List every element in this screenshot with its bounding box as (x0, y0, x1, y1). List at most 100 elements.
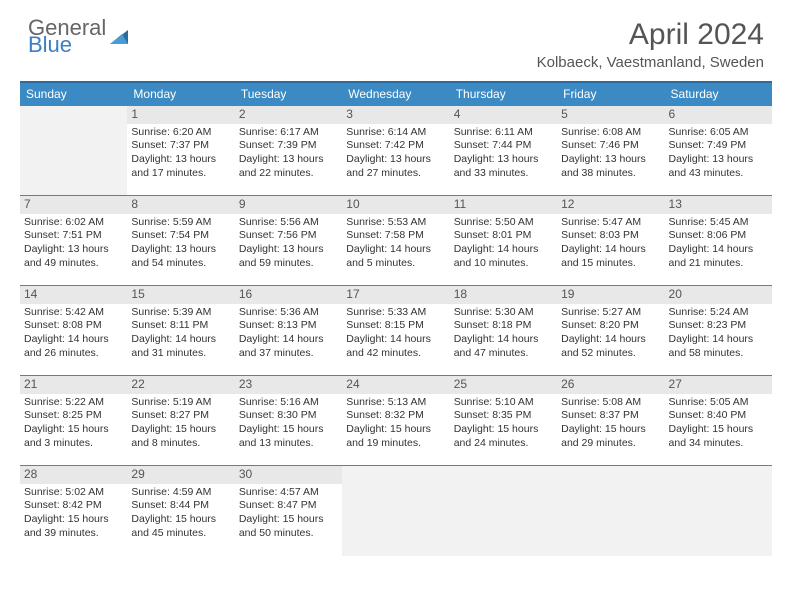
calendar-day-cell: 3Sunrise: 6:14 AMSunset: 7:42 PMDaylight… (342, 106, 449, 196)
sunrise-line: Sunrise: 5:10 AM (454, 396, 553, 410)
sunrise-line: Sunrise: 6:02 AM (24, 216, 123, 230)
day-header-row: SundayMondayTuesdayWednesdayThursdayFrid… (20, 82, 772, 106)
sunrise-line: Sunrise: 6:08 AM (561, 126, 660, 140)
calendar-day-cell: 27 Sunrise: 5:05 AMSunset: 8:40 PMDayligh… (665, 376, 772, 466)
day-number: 22 (127, 376, 234, 394)
sunrise-line: Sunrise: 5:02 AM (24, 486, 123, 500)
sunrise-line: Sunrise: 5:16 AM (239, 396, 338, 410)
logo: General Blue (28, 18, 130, 56)
sunrise-line: Sunrise: 5:08 AM (561, 396, 660, 410)
daylight-line: Daylight: 13 hours and 43 minutes. (669, 153, 768, 180)
sunrise-line: Sunrise: 6:14 AM (346, 126, 445, 140)
daylight-line: Daylight: 14 hours and 31 minutes. (131, 333, 230, 360)
day-number: 13 (665, 196, 772, 214)
day-details: Sunrise: 5:10 AMSunset: 8:35 PMDaylight:… (454, 396, 553, 451)
daylight-line: Daylight: 13 hours and 54 minutes. (131, 243, 230, 270)
calendar-day-cell: 16Sunrise: 5:36 AMSunset: 8:13 PMDayligh… (235, 286, 342, 376)
sunrise-line: Sunrise: 5:50 AM (454, 216, 553, 230)
sunrise-line: Sunrise: 5:30 AM (454, 306, 553, 320)
daylight-line: Daylight: 14 hours and 42 minutes. (346, 333, 445, 360)
sunrise-line: Sunrise: 6:20 AM (131, 126, 230, 140)
day-number: 25 (450, 376, 557, 394)
calendar-day-cell: 1 Sunrise: 6:20 AMSunset: 7:37 PMDaylight… (127, 106, 234, 196)
sunset-line: Sunset: 7:49 PM (669, 139, 768, 153)
calendar-day-cell: 21Sunrise: 5:22 AMSunset: 8:25 PMDayligh… (20, 376, 127, 466)
day-number: 10 (342, 196, 449, 214)
day-details: Sunrise: 5:02 AMSunset: 8:42 PMDaylight:… (24, 486, 123, 541)
sunrise-line: Sunrise: 6:17 AM (239, 126, 338, 140)
calendar-day-cell: 25 Sunrise: 5:10 AMSunset: 8:35 PMDayligh… (450, 376, 557, 466)
sunset-line: Sunset: 8:40 PM (669, 409, 768, 423)
sunset-line: Sunset: 8:11 PM (131, 319, 230, 333)
day-details: Sunrise: 5:33 AMSunset: 8:15 PMDaylight:… (346, 306, 445, 361)
calendar-empty-cell (20, 106, 127, 196)
daylight-line: Daylight: 15 hours and 8 minutes. (131, 423, 230, 450)
sunrise-line: Sunrise: 5:19 AM (131, 396, 230, 410)
sunset-line: Sunset: 8:23 PM (669, 319, 768, 333)
day-number: 27 (665, 376, 772, 394)
day-details: Sunrise: 5:39 AMSunset: 8:11 PMDaylight:… (131, 306, 230, 361)
logo-triangle-icon (108, 26, 130, 48)
day-details: Sunrise: 4:59 AMSunset: 8:44 PMDaylight:… (131, 486, 230, 541)
sunset-line: Sunset: 7:39 PM (239, 139, 338, 153)
daylight-line: Daylight: 13 hours and 59 minutes. (239, 243, 338, 270)
day-number: 1 (127, 106, 234, 124)
calendar-day-cell: 29 Sunrise: 4:59 AMSunset: 8:44 PMDayligh… (127, 466, 234, 556)
title-block: April 2024 Kolbaeck, Vaestmanland, Swede… (537, 18, 764, 71)
day-number: 23 (235, 376, 342, 394)
day-details: Sunrise: 4:57 AMSunset: 8:47 PMDaylight:… (239, 486, 338, 541)
day-header: Tuesday (235, 82, 342, 106)
sunrise-line: Sunrise: 5:59 AM (131, 216, 230, 230)
day-number: 21 (20, 376, 127, 394)
sunrise-line: Sunrise: 5:47 AM (561, 216, 660, 230)
daylight-line: Daylight: 13 hours and 33 minutes. (454, 153, 553, 180)
logo-text-2: Blue (28, 35, 106, 56)
day-header: Sunday (20, 82, 127, 106)
day-number: 30 (235, 466, 342, 484)
sunset-line: Sunset: 8:27 PM (131, 409, 230, 423)
day-number: 7 (20, 196, 127, 214)
calendar-day-cell: 8Sunrise: 5:59 AMSunset: 7:54 PMDaylight… (127, 196, 234, 286)
calendar-day-cell: 14Sunrise: 5:42 AMSunset: 8:08 PMDayligh… (20, 286, 127, 376)
sunset-line: Sunset: 8:32 PM (346, 409, 445, 423)
day-details: Sunrise: 6:08 AMSunset: 7:46 PMDaylight:… (561, 126, 660, 181)
calendar-empty-cell (450, 466, 557, 556)
day-header: Monday (127, 82, 234, 106)
day-details: Sunrise: 6:20 AMSunset: 7:37 PMDaylight:… (131, 126, 230, 181)
calendar-day-cell: 6Sunrise: 6:05 AMSunset: 7:49 PMDaylight… (665, 106, 772, 196)
day-number: 4 (450, 106, 557, 124)
day-number: 24 (342, 376, 449, 394)
day-number: 19 (557, 286, 664, 304)
calendar-empty-cell (342, 466, 449, 556)
day-details: Sunrise: 6:02 AMSunset: 7:51 PMDaylight:… (24, 216, 123, 271)
sunrise-line: Sunrise: 5:05 AM (669, 396, 768, 410)
daylight-line: Daylight: 15 hours and 34 minutes. (669, 423, 768, 450)
calendar-day-cell: 10Sunrise: 5:53 AMSunset: 7:58 PMDayligh… (342, 196, 449, 286)
sunrise-line: Sunrise: 4:59 AM (131, 486, 230, 500)
calendar-day-cell: 17Sunrise: 5:33 AMSunset: 8:15 PMDayligh… (342, 286, 449, 376)
daylight-line: Daylight: 14 hours and 47 minutes. (454, 333, 553, 360)
sunset-line: Sunset: 7:58 PM (346, 229, 445, 243)
day-header: Wednesday (342, 82, 449, 106)
daylight-line: Daylight: 15 hours and 29 minutes. (561, 423, 660, 450)
sunset-line: Sunset: 8:37 PM (561, 409, 660, 423)
daylight-line: Daylight: 15 hours and 50 minutes. (239, 513, 338, 540)
sunset-line: Sunset: 8:03 PM (561, 229, 660, 243)
day-number: 12 (557, 196, 664, 214)
daylight-line: Daylight: 14 hours and 52 minutes. (561, 333, 660, 360)
calendar-day-cell: 13Sunrise: 5:45 AMSunset: 8:06 PMDayligh… (665, 196, 772, 286)
daylight-line: Daylight: 14 hours and 37 minutes. (239, 333, 338, 360)
page-title: April 2024 (537, 18, 764, 52)
calendar-day-cell: 15Sunrise: 5:39 AMSunset: 8:11 PMDayligh… (127, 286, 234, 376)
sunrise-line: Sunrise: 5:56 AM (239, 216, 338, 230)
calendar-day-cell: 20Sunrise: 5:24 AMSunset: 8:23 PMDayligh… (665, 286, 772, 376)
day-number: 29 (127, 466, 234, 484)
daylight-line: Daylight: 13 hours and 27 minutes. (346, 153, 445, 180)
daylight-line: Daylight: 14 hours and 26 minutes. (24, 333, 123, 360)
daylight-line: Daylight: 15 hours and 24 minutes. (454, 423, 553, 450)
sunset-line: Sunset: 8:44 PM (131, 499, 230, 513)
day-number: 11 (450, 196, 557, 214)
day-number: 28 (20, 466, 127, 484)
day-details: Sunrise: 5:24 AMSunset: 8:23 PMDaylight:… (669, 306, 768, 361)
calendar-day-cell: 12Sunrise: 5:47 AMSunset: 8:03 PMDayligh… (557, 196, 664, 286)
